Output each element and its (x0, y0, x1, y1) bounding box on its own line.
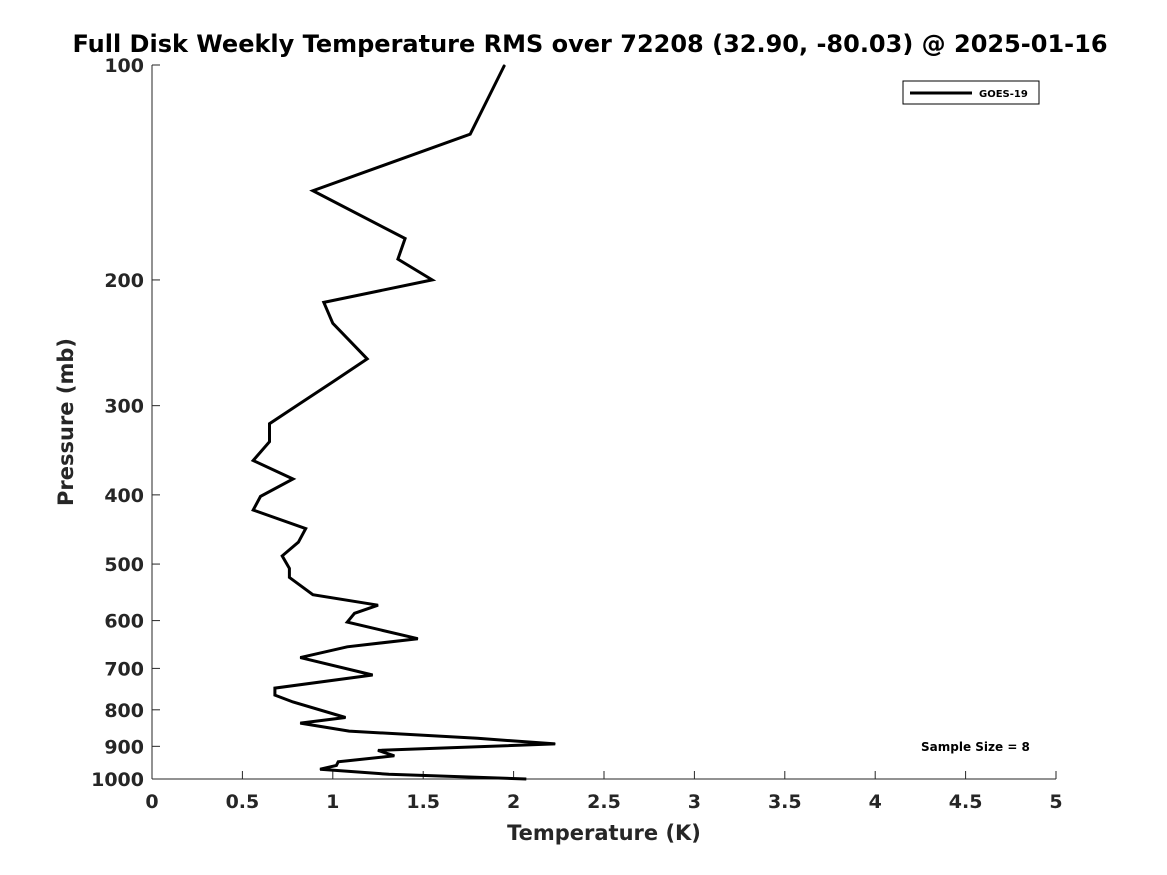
x-tick-label: 2.5 (587, 791, 621, 813)
data-point (260, 495, 261, 497)
data-point (288, 576, 290, 578)
data-point (274, 694, 276, 696)
data-point (274, 687, 276, 689)
data-point (377, 749, 379, 751)
data-point (269, 423, 270, 425)
data-point (305, 528, 307, 530)
x-axis-ticks: 0 0.5 1 1.5 2 2.5 3 3.5 4 4.5 5 (145, 771, 1063, 813)
x-tick-label: 3 (688, 791, 701, 813)
data-point (297, 541, 299, 543)
data-point (312, 594, 314, 596)
data-point (328, 383, 330, 385)
data-point (431, 279, 433, 281)
y-tick-label: 1000 (91, 769, 144, 791)
data-point (348, 730, 350, 732)
plot-area (152, 65, 1056, 779)
data-point (525, 778, 527, 780)
y-tick-label: 300 (104, 396, 144, 418)
x-tick-label: 4.5 (949, 791, 983, 813)
y-tick-label: 100 (104, 55, 144, 77)
x-tick-label: 2 (507, 791, 520, 813)
data-point (312, 190, 314, 192)
x-tick-label: 3.5 (768, 791, 802, 813)
y-tick-label: 200 (104, 270, 144, 292)
data-point (372, 674, 374, 676)
y-tick-label: 700 (104, 658, 144, 680)
data-point (554, 743, 556, 745)
legend: GOES-19 (902, 80, 1040, 105)
data-point (354, 612, 355, 614)
series-points (252, 64, 556, 780)
data-point (404, 238, 406, 239)
data-point (252, 509, 254, 511)
data-point (393, 755, 395, 757)
data-point (296, 405, 298, 407)
x-tick-label: 1.5 (406, 791, 440, 813)
data-point (476, 737, 478, 739)
data-point (319, 768, 321, 770)
data-point (346, 646, 348, 648)
data-point (388, 773, 390, 775)
x-tick-label: 5 (1049, 791, 1062, 813)
y-tick-label: 900 (104, 736, 144, 758)
data-point (323, 301, 325, 303)
y-tick-label: 400 (104, 485, 144, 507)
data-point (288, 567, 290, 569)
y-axis-ticks: 100 200 300 400 500 600 700 800 900 1000 (91, 55, 160, 791)
data-point (299, 722, 301, 724)
data-point (504, 64, 506, 66)
data-point (269, 441, 270, 443)
y-tick-label: 600 (104, 611, 144, 633)
data-point (299, 657, 301, 659)
data-point (292, 478, 294, 480)
data-point (337, 761, 339, 763)
data-point (346, 621, 348, 623)
data-point (366, 358, 368, 360)
data-point (417, 638, 419, 640)
data-point (292, 701, 294, 703)
data-point (332, 322, 334, 324)
data-point (281, 555, 283, 557)
x-tick-label: 0.5 (226, 791, 260, 813)
legend-label-goes-19: GOES-19 (979, 89, 1028, 100)
x-tick-label: 4 (869, 791, 882, 813)
data-point (397, 258, 399, 260)
data-point (335, 764, 337, 766)
y-tick-label: 500 (104, 554, 144, 576)
data-point (377, 604, 379, 606)
data-point (252, 460, 254, 461)
x-tick-label: 1 (326, 791, 339, 813)
y-axis-label: Pressure (mb) (54, 338, 78, 506)
x-axis-label: Temperature (K) (507, 821, 701, 845)
chart-title: Full Disk Weekly Temperature RMS over 72… (72, 30, 1107, 58)
sample-size-annotation: Sample Size = 8 (921, 740, 1030, 754)
x-tick-label: 0 (145, 791, 158, 813)
data-point (345, 717, 346, 718)
y-tick-label: 800 (104, 700, 144, 722)
data-point (469, 133, 471, 135)
